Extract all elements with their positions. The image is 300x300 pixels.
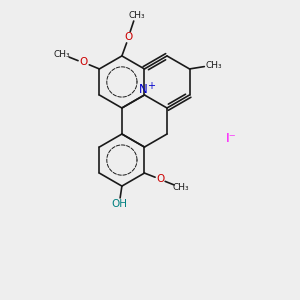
Text: CH₃: CH₃ — [53, 50, 70, 58]
Text: CH₃: CH₃ — [206, 61, 222, 70]
Text: OH: OH — [112, 200, 127, 209]
Text: N: N — [139, 82, 148, 96]
Text: +: + — [147, 80, 155, 91]
Text: O: O — [124, 32, 133, 42]
Text: CH₃: CH₃ — [173, 183, 189, 192]
Text: O: O — [79, 57, 88, 68]
Text: I⁻: I⁻ — [226, 132, 237, 145]
Text: O: O — [156, 174, 164, 184]
Text: CH₃: CH₃ — [128, 11, 145, 20]
